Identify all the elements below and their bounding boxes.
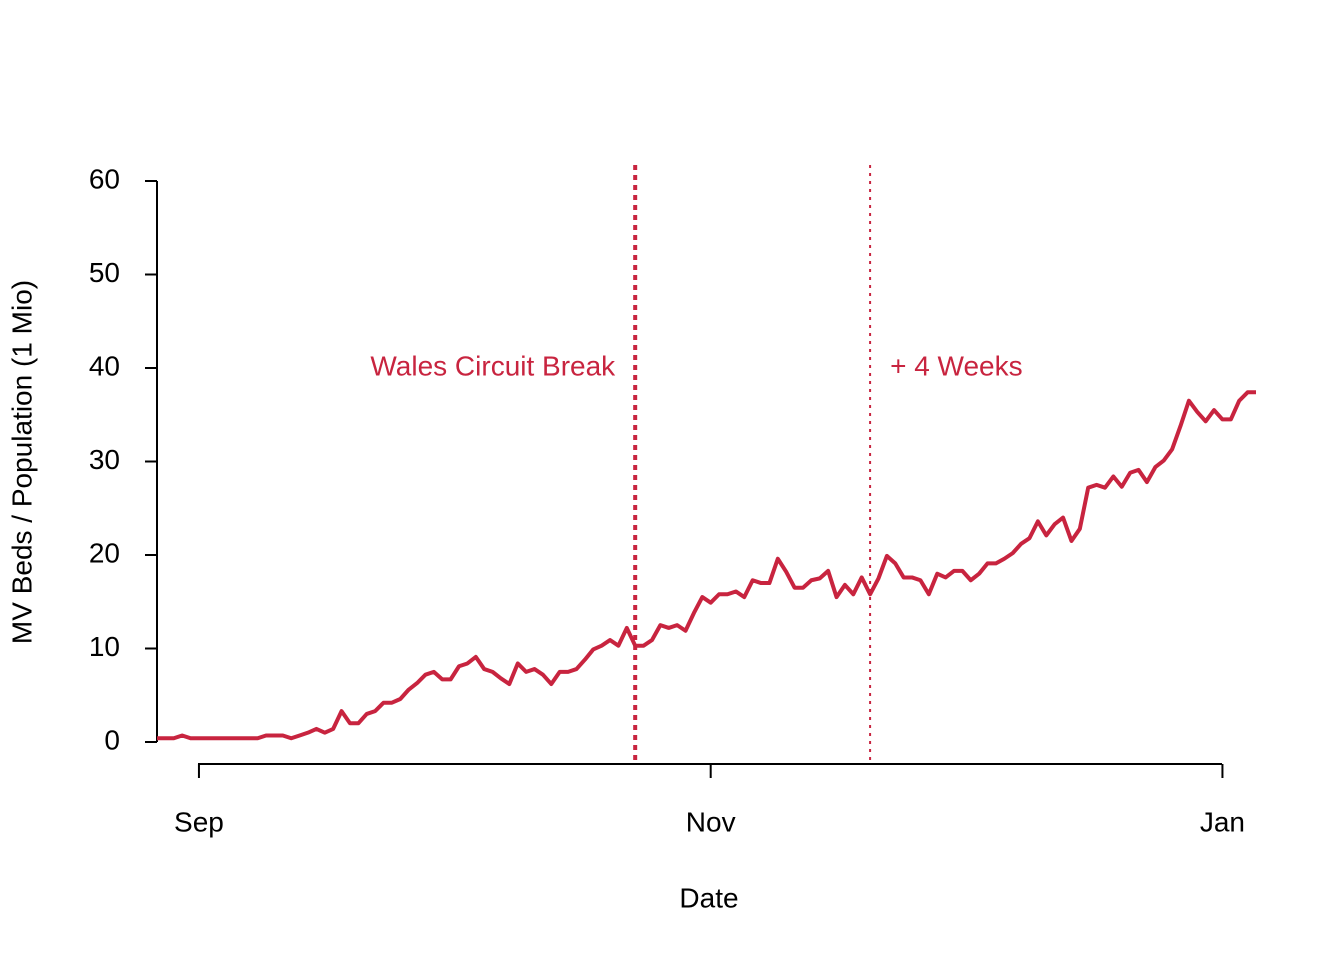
y-axis-title: MV Beds / Population (1 Mio) [6,280,37,644]
y-tick-label: 10 [89,631,120,662]
annotation-label: Wales Circuit Break [370,350,616,381]
y-tick-label: 50 [89,257,120,288]
annotation-label: + 4 Weeks [890,350,1023,381]
x-tick-label: Sep [174,806,224,837]
x-axis-title: Date [679,882,738,913]
y-tick-label: 0 [104,724,120,755]
y-tick-label: 40 [89,350,120,381]
y-tick-label: 60 [89,163,120,194]
x-tick-label: Jan [1200,806,1245,837]
y-tick-label: 30 [89,444,120,475]
data-line [157,390,1256,741]
x-tick-label: Nov [686,806,736,837]
y-tick-label: 20 [89,537,120,568]
